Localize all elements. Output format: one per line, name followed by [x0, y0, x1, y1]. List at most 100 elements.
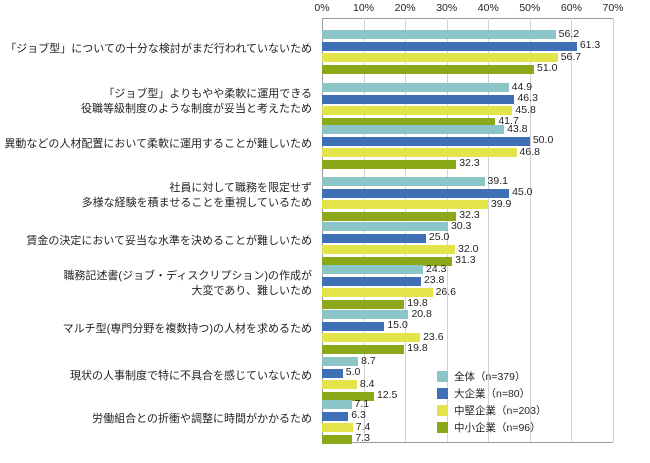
bar-value-label: 56.7: [560, 50, 582, 63]
category-label: 異動などの人材配置において柔軟に運用することが難しいため: [2, 137, 312, 152]
bar-value-label: 19.8: [407, 342, 428, 354]
bar: 50.0: [322, 134, 553, 146]
bar-value-label: 8.4: [359, 377, 375, 390]
bar-value-label: 7.4: [355, 420, 371, 433]
bar: 26.6: [322, 286, 456, 298]
bar: 39.1: [322, 175, 508, 187]
bar-value-label: 30.3: [450, 219, 472, 232]
category-label-line: 役職等級制度のような制度が妥当と考えたため: [81, 103, 312, 115]
gridline: [613, 18, 614, 442]
category-label-line: 労働組合との折衝や調整に時間がかかるため: [92, 412, 312, 425]
bar: 19.8: [322, 342, 428, 354]
gridline: [529, 18, 531, 442]
bar-value-label: 19.8: [407, 297, 428, 309]
legend-swatch: [437, 388, 448, 399]
bar-value-label: 41.7: [498, 115, 519, 127]
bar-value-label: 46.8: [519, 145, 540, 158]
bar: 46.8: [322, 146, 540, 158]
legend-swatch: [437, 371, 448, 382]
bar: 8.7: [322, 355, 376, 367]
bar: 20.8: [322, 308, 432, 320]
legend: 全体（n=379） 大企業（n=80） 中堅企業（n=203） 中小企業（n=96）: [437, 368, 547, 436]
bar: 19.8: [322, 297, 428, 309]
bar: 41.7: [322, 115, 519, 127]
bar: 56.7: [322, 51, 581, 63]
bar-value-label: 23.6: [423, 330, 444, 343]
category-label: 「ジョブ型」よりもやや柔軟に運用できる役職等級制度のような制度が妥当と考えたため: [2, 87, 312, 117]
category-label: 「ジョブ型」についての十分な検討がまだ行われていないため: [2, 42, 312, 57]
category-label-line: マルチ型(専門分野を複数持つ)の人材を求めるため: [62, 322, 312, 335]
bar: 6.3: [322, 409, 366, 421]
bar-value-label: 45.0: [512, 186, 533, 198]
bar: 8.4: [322, 378, 375, 390]
x-tick-label: 40%: [477, 2, 499, 14]
legend-item: 全体（n=379）: [437, 368, 547, 385]
bar: 5.0: [322, 366, 360, 378]
gridline: [571, 18, 573, 442]
bar-value-label: 6.3: [351, 409, 366, 421]
category-label-line: 現状の人事制度で特に不具合を感じていないため: [70, 369, 312, 382]
legend-label: 中堅企業（n=203）: [454, 405, 547, 417]
bar-value-label: 5.0: [345, 366, 361, 378]
bar-value-label: 45.8: [515, 103, 536, 116]
bar: 7.3: [322, 432, 370, 444]
category-label: 賃金の決定において妥当な水準を決めることが難しいため: [2, 234, 312, 249]
legend-label: 大企業（n=80）: [454, 388, 531, 400]
x-tick-label: 0%: [314, 2, 330, 14]
bar-value-label: 15.0: [387, 319, 408, 331]
bar: 45.0: [322, 186, 533, 198]
bar-value-label: 61.3: [579, 39, 601, 51]
x-tick-label: 30%: [436, 2, 458, 14]
legend-label: 全体（n=379）: [454, 371, 526, 383]
category-label: マルチ型(専門分野を複数持つ)の人材を求めるため: [2, 322, 312, 337]
category-label: 現状の人事制度で特に不具合を感じていないため: [2, 369, 312, 384]
bar-value-label: 44.9: [511, 80, 533, 93]
category-label-line: 社員に対して職務を限定せず: [169, 182, 312, 194]
bar-value-label: 50.0: [532, 134, 554, 146]
bar-value-label: 56.2: [558, 27, 580, 40]
bar: 32.0: [322, 243, 478, 255]
bar: 24.3: [322, 263, 446, 275]
x-tick-label: 50%: [519, 2, 541, 14]
x-tick-label: 60%: [560, 2, 582, 14]
bar: 25.0: [322, 231, 449, 243]
bar-value-label: 12.5: [376, 389, 398, 401]
category-label: 職務記述書(ジョブ・ディスクリプション)の作成が 大変であり、難しいため: [2, 269, 312, 299]
bar: 39.9: [322, 198, 511, 210]
category-label: 労働組合との折衝や調整に時間がかかるため: [2, 412, 312, 427]
bar-value-label: 43.8: [507, 122, 528, 135]
bar-value-label: 46.3: [517, 92, 538, 104]
bar: 32.3: [322, 209, 480, 221]
bar-value-label: 26.6: [435, 285, 457, 298]
bar: 12.5: [322, 389, 397, 401]
bar: 51.0: [322, 62, 557, 74]
category-label-line: 「ジョブ型」よりもやや柔軟に運用できる: [103, 88, 312, 100]
bar: 43.8: [322, 123, 528, 135]
bar-value-label: 24.3: [426, 262, 447, 275]
category-label-line: 賃金の決定において妥当な水準を決めることが難しいため: [26, 234, 312, 247]
bar-value-label: 32.3: [459, 209, 480, 221]
bar-value-label: 7.1: [354, 397, 370, 410]
bar: 7.1: [322, 398, 369, 410]
legend-label: 中小企業（n=96）: [454, 422, 541, 434]
axis-bottom-line: [322, 442, 613, 443]
bar-value-label: 32.0: [458, 242, 479, 255]
bar-value-label: 39.9: [490, 197, 512, 210]
bar-value-label: 25.0: [428, 231, 450, 243]
category-label-line: 職務記述書(ジョブ・ディスクリプション)の作成が: [63, 270, 312, 282]
bar: 32.3: [322, 157, 480, 169]
bar: 23.6: [322, 331, 444, 343]
category-label-line: 異動などの人材配置において柔軟に運用することが難しいため: [4, 137, 312, 150]
category-label: 社員に対して職務を限定せず 多様な経験を積ませることを重視しているため: [2, 181, 312, 211]
bar: 56.2: [322, 28, 579, 40]
bar: 23.8: [322, 274, 444, 286]
bar: 61.3: [322, 39, 600, 51]
x-tick-label: 20%: [394, 2, 416, 14]
bar: 45.8: [322, 104, 536, 116]
legend-item: 中小企業（n=96）: [437, 419, 547, 436]
legend-swatch: [437, 422, 448, 433]
bar: 15.0: [322, 319, 408, 331]
bar-value-label: 39.1: [487, 174, 508, 187]
bar-value-label: 8.7: [361, 354, 376, 367]
